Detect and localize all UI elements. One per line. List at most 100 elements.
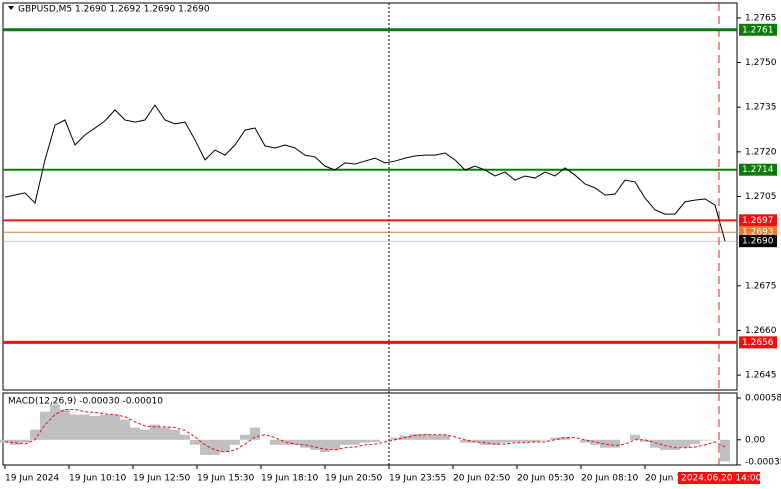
level-label: 1.2714 bbox=[742, 165, 774, 175]
macd-bar bbox=[650, 439, 660, 448]
macd-bar bbox=[210, 439, 220, 455]
macd-bar bbox=[390, 437, 400, 440]
macd-bar bbox=[700, 439, 710, 441]
macd-bar bbox=[490, 439, 500, 445]
macd-bar bbox=[430, 434, 440, 440]
y-tick-label: 0.00058 bbox=[745, 394, 781, 404]
y-tick-label: 0.00 bbox=[745, 435, 765, 445]
macd-bar bbox=[370, 439, 380, 442]
main-panel bbox=[2, 2, 738, 391]
macd-bar bbox=[320, 439, 330, 453]
level-label: 1.2693 bbox=[742, 228, 774, 238]
macd-bar bbox=[310, 439, 320, 450]
macd-bar bbox=[300, 439, 310, 448]
macd-bar bbox=[690, 439, 700, 445]
x-tick-label: 19 Jun 12:50 bbox=[133, 474, 190, 484]
macd-bar bbox=[50, 404, 60, 440]
macd-bar bbox=[160, 427, 170, 440]
macd-bar bbox=[350, 439, 360, 445]
macd-bar bbox=[200, 439, 210, 455]
macd-bar bbox=[720, 439, 730, 462]
macd-bar bbox=[510, 439, 520, 442]
level-label: 1.2656 bbox=[742, 338, 774, 348]
macd-bar bbox=[270, 439, 280, 445]
macd-bar bbox=[90, 416, 100, 440]
macd-bar bbox=[660, 439, 670, 450]
x-tick-label: 20 Jun 02:50 bbox=[453, 474, 510, 484]
macd-bar bbox=[10, 439, 20, 445]
signal-line bbox=[4, 409, 726, 453]
macd-bar bbox=[440, 434, 450, 440]
macd-bar bbox=[560, 436, 570, 440]
y-tick-label: 1.2765 bbox=[745, 13, 777, 23]
macd-bar bbox=[460, 439, 470, 443]
macd-bar bbox=[80, 414, 90, 440]
level-label: 1.2761 bbox=[742, 25, 774, 35]
macd-bar bbox=[170, 429, 180, 440]
level-label-box bbox=[739, 23, 777, 36]
collapse-icon bbox=[8, 6, 14, 10]
macd-bar bbox=[20, 439, 30, 443]
x-tick-label: 19 Jun 23:55 bbox=[389, 474, 446, 484]
y-tick-label: 1.2675 bbox=[745, 281, 777, 291]
macd-bar bbox=[70, 414, 80, 440]
macd-bar bbox=[130, 427, 140, 440]
macd-bar bbox=[680, 439, 690, 448]
y-tick-label: 1.2750 bbox=[745, 58, 777, 68]
level-label: 1.2697 bbox=[742, 216, 774, 226]
macd-bar bbox=[630, 434, 640, 440]
macd-bar bbox=[470, 439, 480, 443]
y-tick-label: 1.2705 bbox=[745, 192, 777, 202]
level-label: 1.2690 bbox=[742, 237, 774, 247]
macd-bar bbox=[220, 439, 230, 453]
current-time-box bbox=[678, 472, 760, 484]
y-tick-label: 1.2720 bbox=[745, 147, 777, 157]
macd-bar bbox=[610, 439, 620, 448]
macd-bar bbox=[500, 439, 510, 443]
macd-bar bbox=[140, 429, 150, 440]
macd-bar bbox=[520, 439, 530, 442]
x-tick-label: 20 Jun 1 bbox=[645, 474, 682, 484]
macd-bar bbox=[40, 411, 50, 440]
macd-bar bbox=[150, 424, 160, 440]
level-label-box bbox=[739, 214, 777, 227]
macd-bar bbox=[420, 434, 430, 440]
macd-bar bbox=[0, 439, 10, 443]
macd-bar bbox=[550, 437, 560, 440]
macd-bar bbox=[670, 439, 680, 450]
macd-title: MACD(12,26,9) -0.00030 -0.00010 bbox=[8, 397, 163, 407]
current-time-label: 2024.06.20 14:00 bbox=[681, 474, 762, 484]
macd-bar bbox=[110, 414, 120, 440]
macd-bar bbox=[330, 439, 340, 450]
x-tick-label: 19 Jun 2024 bbox=[5, 474, 59, 484]
macd-bar bbox=[30, 429, 40, 440]
y-tick-label: 1.2645 bbox=[745, 371, 777, 381]
chart-title: GBPUSD,M5 1.2690 1.2692 1.2690 1.2690 bbox=[18, 5, 210, 15]
macd-bar bbox=[230, 439, 240, 445]
macd-bar bbox=[180, 434, 190, 440]
macd-bar bbox=[590, 439, 600, 445]
x-tick-label: 19 Jun 20:50 bbox=[325, 474, 382, 484]
price-line bbox=[4, 104, 726, 242]
macd-bar bbox=[580, 439, 590, 443]
macd-bar bbox=[530, 439, 540, 442]
y-tick-label: 1.2660 bbox=[745, 326, 777, 336]
macd-bar bbox=[250, 427, 260, 440]
macd-bar bbox=[280, 439, 290, 445]
macd-bar bbox=[120, 419, 130, 440]
macd-bar bbox=[540, 439, 550, 441]
macd-bar bbox=[360, 439, 370, 443]
macd-bar bbox=[340, 439, 350, 445]
x-tick-label: 19 Jun 15:30 bbox=[197, 474, 254, 484]
macd-bar bbox=[600, 439, 610, 448]
y-tick-label: -0.00035 bbox=[745, 458, 781, 468]
macd-bar bbox=[640, 439, 650, 442]
macd-bar bbox=[410, 434, 420, 440]
level-label-box bbox=[739, 163, 777, 176]
x-tick-label: 19 Jun 18:10 bbox=[261, 474, 318, 484]
macd-bar bbox=[190, 439, 200, 445]
x-tick-label: 20 Jun 05:30 bbox=[517, 474, 574, 484]
macd-bar bbox=[290, 439, 300, 445]
